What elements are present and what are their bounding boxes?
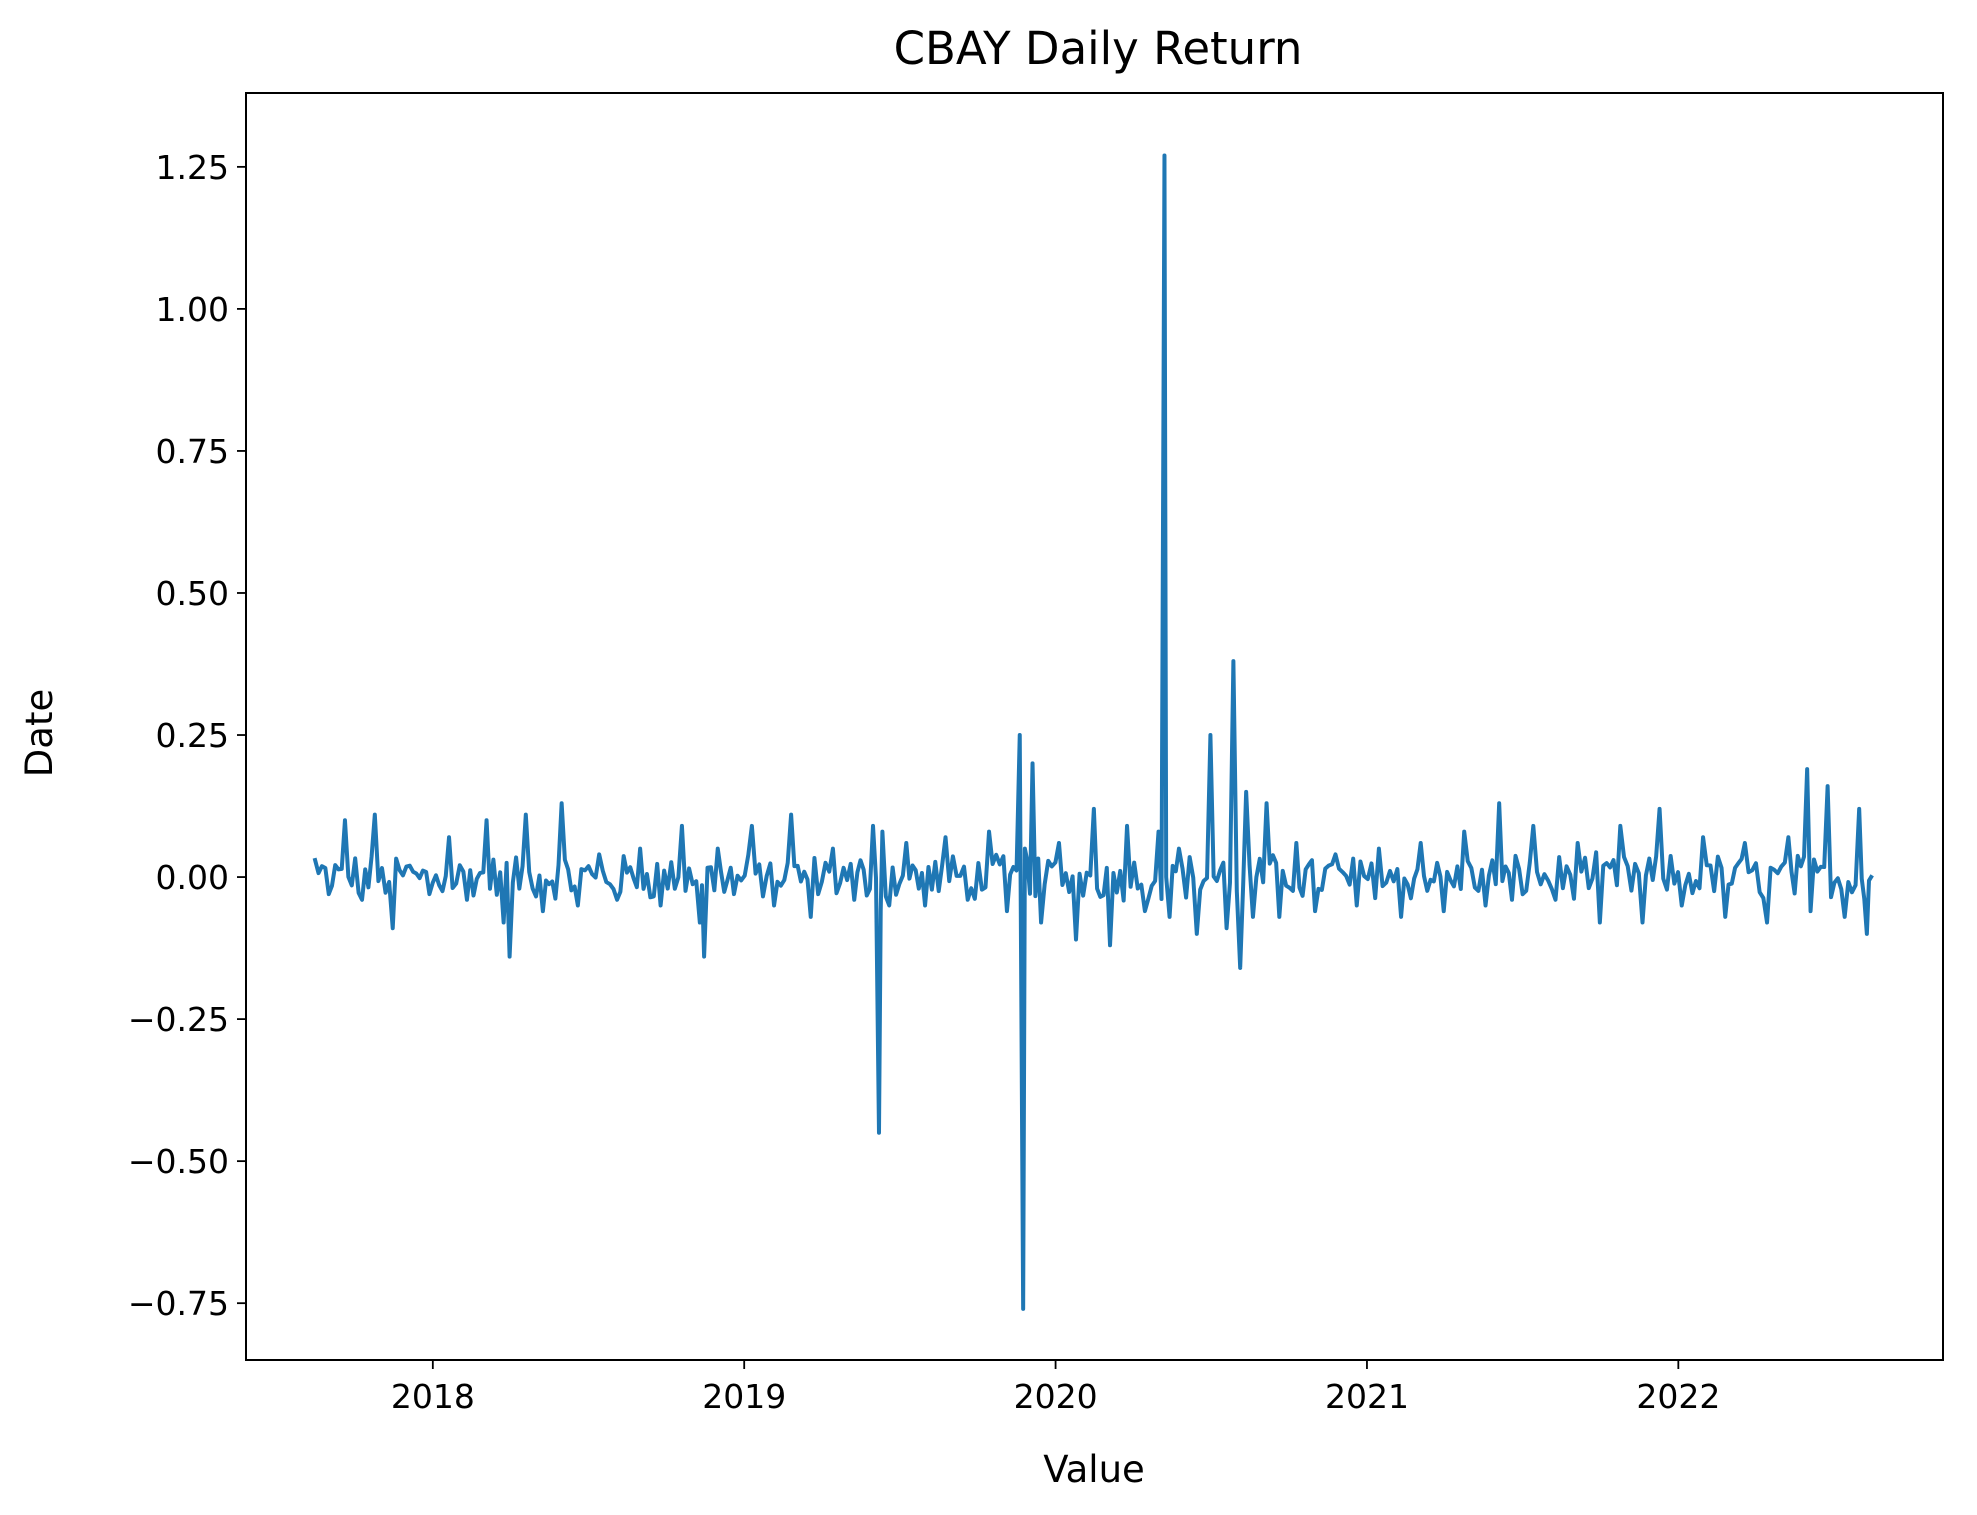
chart-title: CBAY Daily Return (894, 22, 1303, 75)
y-tick-label: 1.25 (156, 148, 229, 187)
y-tick-label: 0.25 (156, 716, 229, 755)
x-tick-label: 2019 (702, 1377, 786, 1416)
series-layer (312, 153, 1874, 1311)
y-tick-label: −0.25 (128, 1000, 229, 1039)
x-tick-label: 2020 (1014, 1377, 1098, 1416)
y-tick-label: 0.00 (156, 858, 229, 897)
x-tick-label: 2021 (1325, 1377, 1409, 1416)
x-tick-label: 2018 (391, 1377, 475, 1416)
x-axis: 2018 2019 2020 2021 2022 (391, 1360, 1720, 1416)
y-axis: 1.25 1.00 0.75 0.50 0.25 0.00 −0.25 −0.50 −0.75 (128, 148, 246, 1323)
plot-area (245, 92, 1944, 1361)
x-axis-label: Value (1043, 1448, 1145, 1491)
y-tick-label: −0.75 (128, 1284, 229, 1323)
y-tick-label: 1.00 (156, 290, 229, 329)
x-tick-label: 2022 (1636, 1377, 1720, 1416)
y-tick-label: 0.75 (156, 432, 229, 471)
y-axis-label: Date (18, 689, 61, 777)
y-tick-label: −0.50 (128, 1142, 229, 1181)
series-line (312, 153, 1874, 1311)
y-tick-label: 0.50 (156, 574, 229, 613)
